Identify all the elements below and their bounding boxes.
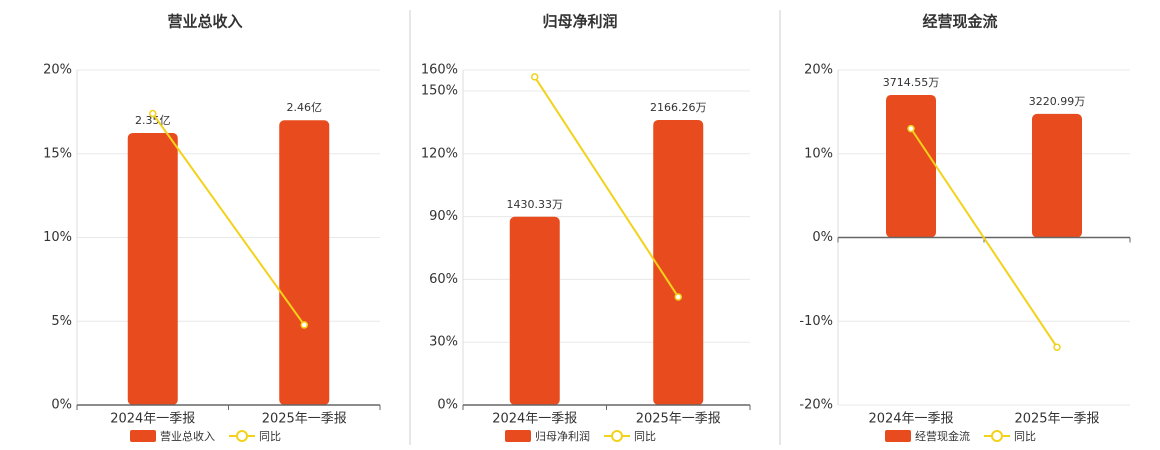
y-tick-label: 90% (429, 209, 458, 224)
chart-title: 经营现金流 (922, 13, 997, 31)
line-point (531, 73, 539, 81)
x-tick-label: 2024年一季报 (492, 412, 577, 427)
legend-label: 归母净利润 (535, 429, 590, 443)
value-label: 3714.55万 (883, 76, 940, 89)
chart-title: 归母净利润 (542, 13, 617, 31)
legend-swatch (991, 430, 1003, 442)
y-tick-label: 150% (421, 83, 458, 98)
y-tick-label: 20% (43, 63, 72, 78)
y-tick-label: 15% (43, 146, 72, 161)
y-tick-label: 20% (804, 63, 833, 78)
line-point (300, 321, 308, 329)
y-tick-label: 30% (429, 335, 458, 350)
value-label: 2.35亿 (135, 114, 171, 127)
line (910, 128, 1058, 348)
value-label: 1430.33万 (507, 198, 564, 211)
y-tick-label: 0% (812, 230, 833, 245)
chart-title: 营业总收入 (167, 13, 242, 31)
line (151, 112, 306, 326)
legend-label: 同比 (259, 430, 281, 443)
value-label: 2166.26万 (650, 101, 707, 114)
legend-label: 营业总收入 (160, 429, 215, 443)
x-tick-label: 2024年一季报 (868, 412, 953, 427)
bar (886, 94, 936, 238)
legend-swatch (130, 430, 156, 442)
y-tick-label: 120% (421, 146, 458, 161)
x-tick-label: 2025年一季报 (262, 412, 347, 427)
y-tick-label: 0% (437, 398, 458, 413)
line-point (149, 109, 157, 118)
bar (1032, 113, 1082, 238)
legend-label: 经营现金流 (915, 429, 970, 443)
line-point (674, 293, 682, 301)
legend-label: 同比 (1014, 430, 1036, 443)
value-label: 3220.99万 (1029, 95, 1086, 108)
value-label: 2.46亿 (287, 101, 323, 114)
y-tick-label: 10% (43, 230, 72, 245)
y-tick-label: 5% (51, 314, 72, 329)
x-tick-label: 2025年一季报 (636, 412, 721, 427)
line-point (1053, 343, 1061, 351)
legend-swatch (236, 430, 248, 442)
line-point (907, 124, 915, 133)
legend-swatch (611, 430, 623, 442)
legend-label: 同比 (634, 430, 656, 443)
legend-swatch (885, 430, 911, 442)
y-tick-label: 60% (429, 272, 458, 287)
bar (127, 132, 178, 405)
bar (279, 120, 330, 405)
bar (509, 216, 560, 405)
y-tick-label: -10% (799, 314, 833, 329)
y-tick-label: 10% (804, 146, 833, 161)
line (533, 76, 680, 298)
y-tick-label: -20% (799, 398, 833, 413)
bar (653, 119, 704, 405)
x-tick-label: 2024年一季报 (110, 412, 195, 427)
legend-swatch (505, 430, 531, 442)
x-tick-label: 2025年一季报 (1014, 412, 1099, 427)
y-tick-label: 160% (421, 63, 458, 78)
y-tick-label: 0% (51, 398, 72, 413)
